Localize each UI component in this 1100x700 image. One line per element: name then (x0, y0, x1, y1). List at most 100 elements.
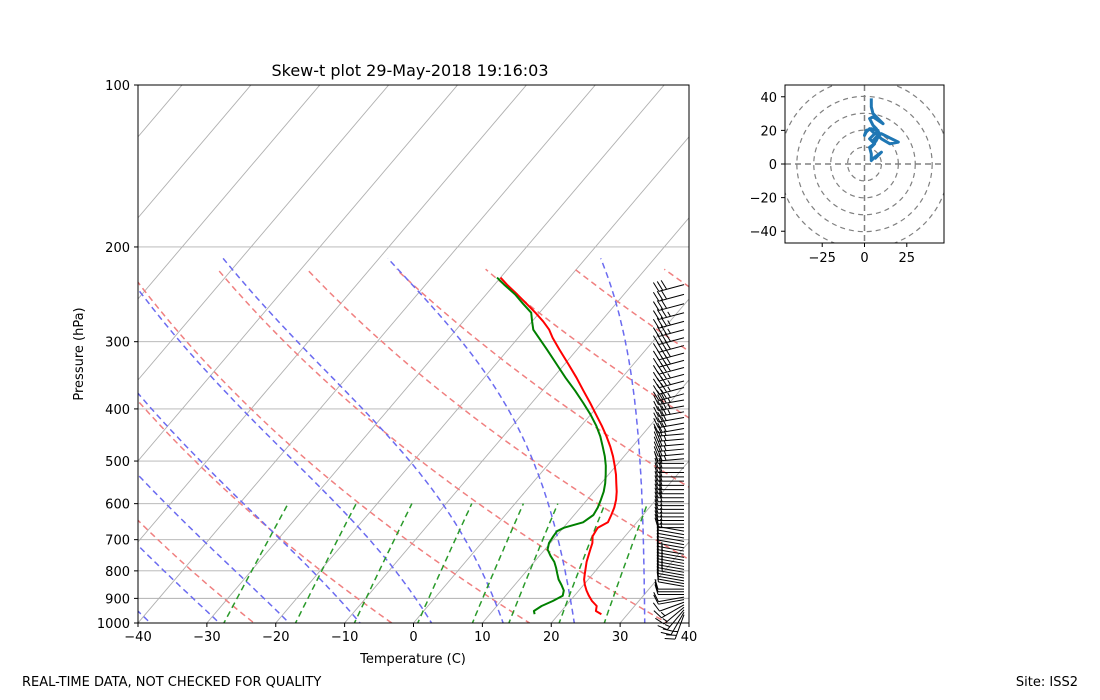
isotherm-line (206, 85, 665, 623)
wind-barb (657, 609, 685, 631)
y-tick-label: 500 (105, 455, 130, 470)
hodograph-trace (863, 98, 900, 163)
wind-barb (654, 503, 684, 514)
wind-barb (654, 510, 684, 522)
skewt-xlabel: Temperature (C) (359, 652, 466, 667)
x-tick-label: 0 (409, 630, 417, 645)
isotherm-line (138, 85, 596, 623)
skewt-ylabel: Pressure (hPa) (72, 307, 87, 400)
y-tick-label: 700 (105, 534, 130, 549)
hodograph-y-tick-label: 40 (760, 91, 777, 106)
isotherm-line (0, 73, 123, 634)
hodograph-y-tick-label: −40 (750, 225, 777, 240)
wind-barb (653, 399, 685, 411)
mixing-ratio-line (223, 503, 289, 623)
mixing-ratio-line (508, 503, 559, 623)
wind-barb (653, 604, 685, 619)
wind-barb (652, 289, 685, 302)
wind-barb (654, 584, 684, 595)
wind-barb (652, 299, 685, 311)
wind-barb (653, 405, 685, 417)
hodograph-x-tick-label: −25 (808, 251, 835, 266)
dry-adiabat (138, 399, 394, 623)
wind-barb (652, 325, 685, 337)
wind-barb (653, 411, 685, 423)
y-tick-label: 300 (105, 336, 130, 351)
hodograph-y-tick-label: −20 (750, 192, 777, 207)
moist-adiabat (222, 257, 504, 623)
y-tick-label: 800 (105, 565, 130, 580)
wind-barb (652, 389, 685, 402)
isotherm-line (550, 460, 689, 623)
dry-adiabat (217, 268, 669, 623)
y-tick-label: 1000 (97, 617, 130, 632)
x-tick-label: −10 (331, 630, 358, 645)
y-tick-label: 200 (105, 241, 130, 256)
dry-adiabat (306, 268, 689, 561)
isotherm-line (138, 85, 252, 219)
dry-adiabat (138, 280, 532, 623)
isotherm-line (138, 85, 528, 543)
skewt-title: Skew-t plot 29-May-2018 19:16:03 (271, 61, 548, 80)
mixing-ratio-line (353, 503, 413, 623)
wind-barb (653, 594, 685, 605)
hodograph-y-tick-label: 0 (769, 158, 777, 173)
y-tick-label: 100 (105, 79, 130, 94)
moist-adiabat (600, 258, 646, 623)
moist-adiabat (138, 473, 291, 623)
wind-barb (660, 611, 685, 636)
dry-adiabat (138, 519, 256, 623)
wind-barb (652, 601, 685, 612)
isotherm-line (138, 85, 321, 300)
dry-adiabat (754, 269, 1100, 634)
temperature-profile (499, 276, 618, 616)
site-label: Site: ISS2 (1015, 675, 1078, 690)
moist-adiabat (387, 257, 576, 623)
mixing-ratio-line (416, 503, 473, 623)
wind-barb (654, 491, 684, 503)
isotherm-line (138, 85, 183, 138)
hodograph-y-tick-label: 20 (760, 124, 777, 139)
wind-barb (654, 581, 684, 593)
isotherm-line (0, 73, 54, 634)
isotherm-line (138, 85, 390, 381)
mixing-ratio-line (471, 503, 525, 623)
wind-barb (654, 517, 684, 529)
mixing-ratio-line (558, 503, 606, 623)
dry-adiabat (663, 268, 689, 288)
y-tick-label: 400 (105, 403, 130, 418)
x-tick-label: −20 (262, 630, 289, 645)
x-tick-label: 10 (474, 630, 491, 645)
dry-adiabat (485, 268, 689, 419)
wind-barb (654, 466, 684, 478)
isotherm-line (688, 622, 689, 623)
wind-barb (652, 280, 685, 292)
dry-adiabat (574, 268, 689, 353)
isotherm-line (481, 379, 689, 623)
x-tick-label: 30 (612, 630, 629, 645)
wind-barb (653, 425, 685, 437)
dry-adiabat (395, 268, 689, 489)
y-tick-label: 600 (105, 498, 130, 513)
isotherm-line (412, 298, 689, 623)
dewpoint-profile (496, 276, 607, 615)
wind-barb (652, 308, 685, 320)
wind-barb (653, 393, 685, 405)
wind-barb (653, 592, 685, 603)
wind-barb (654, 578, 684, 590)
x-tick-label: 20 (543, 630, 560, 645)
wind-barb (654, 513, 684, 525)
x-tick-label: −30 (193, 630, 220, 645)
y-tick-label: 900 (105, 592, 130, 607)
mixing-ratio-line (294, 503, 357, 623)
wind-barb (654, 499, 684, 510)
isotherm-line (344, 217, 689, 623)
wind-barb (654, 462, 684, 473)
isotherm-line (275, 136, 689, 623)
isotherm-line (138, 85, 459, 462)
wind-barb (654, 506, 684, 518)
x-tick-label: −40 (124, 630, 151, 645)
moist-adiabat (138, 392, 361, 623)
hodograph-x-tick-label: 25 (899, 251, 916, 266)
